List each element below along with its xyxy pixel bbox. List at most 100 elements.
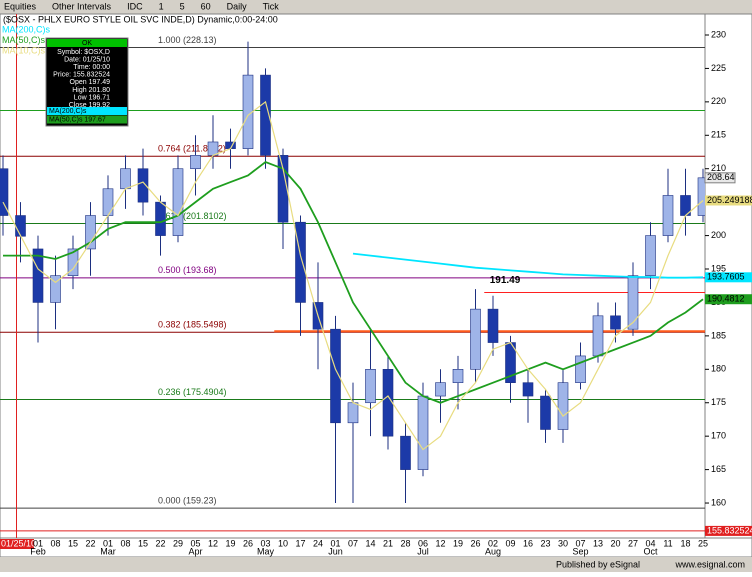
data-window-ma: MA(200,C)s xyxy=(49,108,87,115)
candle-body xyxy=(330,328,341,424)
status-left: Published by eSignal xyxy=(556,559,640,569)
y-tick-label: 225 xyxy=(711,63,726,73)
toolbar-item[interactable]: 60 xyxy=(201,1,211,11)
fib-label: 0.618 (201.8102) xyxy=(158,211,227,221)
x-tick-label: 27 xyxy=(628,538,638,548)
candle-body xyxy=(172,168,184,236)
month-label: Jul xyxy=(417,546,429,556)
y-tick-label: 200 xyxy=(711,230,726,240)
last-value-box xyxy=(705,272,752,283)
candle-body xyxy=(697,177,705,216)
candle-body xyxy=(400,435,411,470)
toolbar-item[interactable]: Daily xyxy=(227,1,248,11)
data-window-line: Open 197.49 xyxy=(70,79,111,86)
fib-label: 0.000 (159.23) xyxy=(158,496,217,506)
toolbar-item[interactable]: 5 xyxy=(180,1,185,11)
candle-body xyxy=(155,201,166,236)
x-tick-label: 09 xyxy=(505,538,515,548)
chart-title: ($OSX - PHLX EURO STYLE OIL SVC INDE,D) … xyxy=(3,14,278,24)
candle-body xyxy=(365,369,376,404)
overlays: 1601651701751801851901952002052102152202… xyxy=(0,24,752,556)
x-tick-label: 21 xyxy=(383,538,393,548)
ma-line xyxy=(3,161,704,404)
fib-label: 1.000 (228.13) xyxy=(158,35,217,45)
month-label: Apr xyxy=(188,546,202,556)
y-tick-label: 185 xyxy=(711,330,726,340)
candle-body xyxy=(452,369,464,383)
candle-body xyxy=(85,215,96,250)
x-tick-label: 06 xyxy=(418,538,428,548)
candle-body xyxy=(347,402,359,424)
x-tick-label: 08 xyxy=(120,538,130,548)
month-label: Aug xyxy=(485,546,501,556)
legend-entry: MA(10,C)s xyxy=(2,45,46,55)
x-tick-label: 01 xyxy=(330,538,340,548)
candle-body xyxy=(487,308,499,343)
y-tick-label: 170 xyxy=(711,431,726,441)
last-value-box xyxy=(705,195,752,206)
y-tick-label: 220 xyxy=(711,96,726,106)
candle-body xyxy=(120,168,131,190)
data-window-line: Time: 00:00 xyxy=(73,64,110,71)
x-tick-label: 17 xyxy=(295,538,305,548)
data-window-header-text: OK xyxy=(82,40,92,47)
candle-body xyxy=(627,275,639,330)
fib-label: 0.500 (193.68) xyxy=(158,265,217,275)
x-tick-label: 07 xyxy=(575,538,585,548)
month-label: Mar xyxy=(100,546,116,556)
candle-body xyxy=(102,188,114,216)
last-value-label: 205.249188 xyxy=(707,195,752,205)
x-tick-label: 14 xyxy=(365,538,375,548)
candle-body xyxy=(470,308,481,370)
x-tick-label: 05 xyxy=(190,538,200,548)
cursor-date: 01/25/10 xyxy=(1,538,36,548)
x-tick-label: 15 xyxy=(138,538,148,548)
fib-label: 0.382 (185.5498) xyxy=(158,320,227,330)
x-tick-label: 23 xyxy=(540,538,550,548)
x-tick-label: 12 xyxy=(208,538,218,548)
x-tick-label: 26 xyxy=(470,538,480,548)
y-tick-label: 210 xyxy=(711,163,726,173)
y-tick-label: 165 xyxy=(711,464,726,474)
x-tick-label: 30 xyxy=(558,538,568,548)
candle-body xyxy=(417,395,429,470)
candle-body xyxy=(137,168,149,203)
x-tick-label: 03 xyxy=(260,538,270,548)
candle-body xyxy=(645,235,656,276)
x-tick-label: 26 xyxy=(243,538,253,548)
level-annotation: 191.49 xyxy=(490,275,521,286)
x-tick-label: 16 xyxy=(523,538,533,548)
data-window-header xyxy=(47,39,127,47)
toolbar-item[interactable]: 1 xyxy=(159,1,164,11)
x-tick-label: 11 xyxy=(663,538,672,548)
candle-body xyxy=(277,155,289,223)
y-tick-label: 175 xyxy=(711,397,726,407)
month-label: Feb xyxy=(30,546,46,556)
data-window-ma-row xyxy=(47,107,127,115)
x-tick-label: 22 xyxy=(155,538,165,548)
toolbar-items: Equities Other Intervals IDC 1 5 60 Daily Tick xyxy=(4,1,279,11)
legend-entry: MA(50,C)s xyxy=(2,35,46,45)
toolbar-item[interactable]: Other Intervals xyxy=(52,1,112,11)
ma-line xyxy=(2,100,704,451)
x-tick-label: 12 xyxy=(435,538,445,548)
y-tick-label: 230 xyxy=(711,29,726,39)
data-window-line: Low 196.71 xyxy=(74,94,110,101)
last-close-label: 208.64 xyxy=(707,172,735,182)
x-tick-label: 10 xyxy=(278,538,288,548)
toolbar-item[interactable]: Tick xyxy=(263,1,280,11)
candle-body xyxy=(32,248,44,303)
x-tick-label: 19 xyxy=(453,538,463,548)
toolbar-item[interactable]: IDC xyxy=(127,1,143,11)
x-tick-label: 24 xyxy=(313,538,323,548)
last-close-box xyxy=(704,172,736,184)
candle-body xyxy=(522,382,534,397)
month-label: Jun xyxy=(328,546,343,556)
x-tick-label: 28 xyxy=(400,538,410,548)
toolbar-item[interactable]: Equities xyxy=(4,1,37,11)
x-tick-label: 20 xyxy=(610,538,620,548)
x-tick-label: 04 xyxy=(645,538,655,548)
y-tick-label: 160 xyxy=(711,497,726,507)
data-window-ma: MA(50,C)s 197.67 xyxy=(49,116,106,123)
